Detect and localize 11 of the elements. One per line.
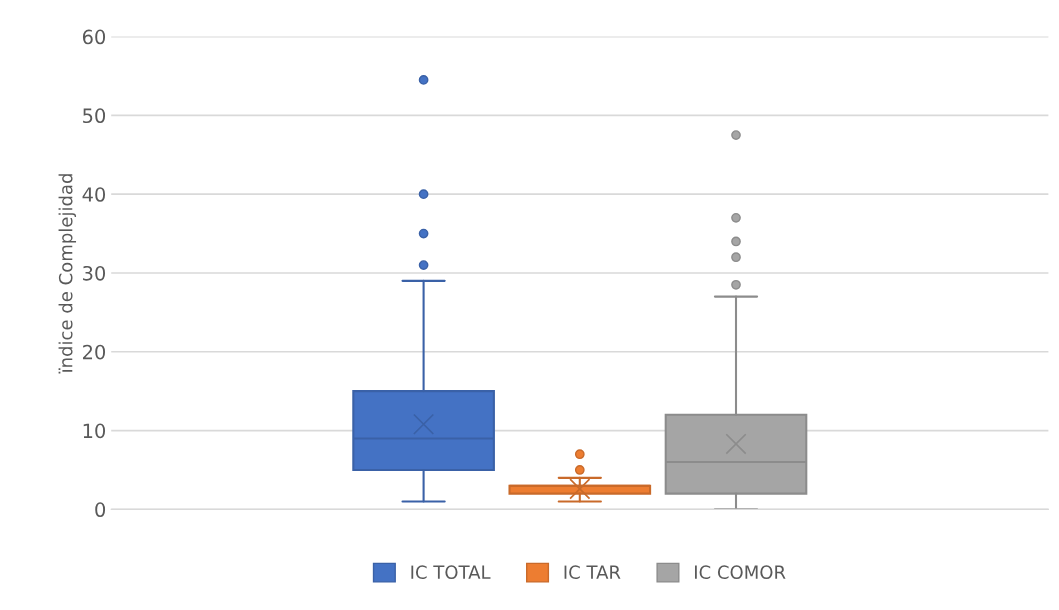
y-tick-label: 0	[95, 502, 106, 518]
y-tick-label: 30	[83, 265, 106, 281]
y-axis-title: ïndice de Complejidad	[58, 174, 77, 374]
legend-label: IC COMOR	[695, 565, 786, 580]
legend-label: IC TAR	[564, 565, 621, 580]
legend-label: IC TOTAL	[411, 565, 491, 580]
y-tick-label: 40	[82, 187, 106, 202]
y-tick-label: 50	[83, 108, 106, 124]
y-tick-label: 10	[83, 423, 106, 439]
y-tick-label: 60	[82, 29, 106, 45]
y-tick-label: 20	[83, 344, 106, 360]
